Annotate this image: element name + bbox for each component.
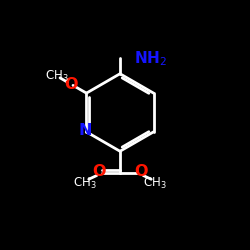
- Text: O: O: [92, 164, 106, 179]
- Text: O: O: [134, 164, 148, 179]
- Text: CH$_3$: CH$_3$: [143, 176, 167, 191]
- Text: CH$_3$: CH$_3$: [45, 69, 69, 84]
- Text: O: O: [64, 76, 78, 92]
- Text: CH$_3$: CH$_3$: [73, 176, 97, 191]
- Text: NH$_2$: NH$_2$: [134, 49, 167, 68]
- Text: N: N: [78, 123, 92, 138]
